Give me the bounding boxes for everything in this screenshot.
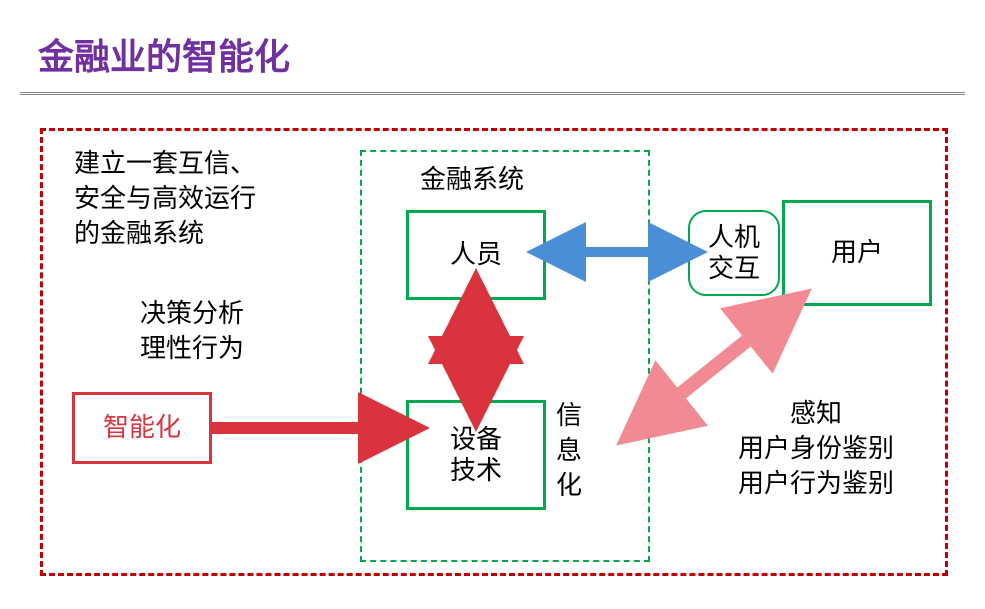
- perception-text: 感知用户身份鉴别用户行为鉴别: [738, 396, 894, 501]
- node-user: 用户: [782, 200, 932, 306]
- node-intelligent: 智能化: [72, 392, 212, 464]
- divider-line: [20, 92, 965, 95]
- decision-text: 决策分析理性行为: [140, 296, 244, 366]
- node-hci: 人机 交互: [688, 210, 780, 296]
- desc-text: 建立一套互信、安全与高效运行的金融系统: [74, 146, 256, 251]
- node-equipment: 设备 技术: [406, 400, 546, 510]
- page-title: 金融业的智能化: [38, 28, 290, 80]
- node-personnel: 人员: [406, 210, 546, 300]
- finsys-label: 金融系统: [420, 162, 524, 197]
- infotech-label: 信息化: [556, 398, 582, 503]
